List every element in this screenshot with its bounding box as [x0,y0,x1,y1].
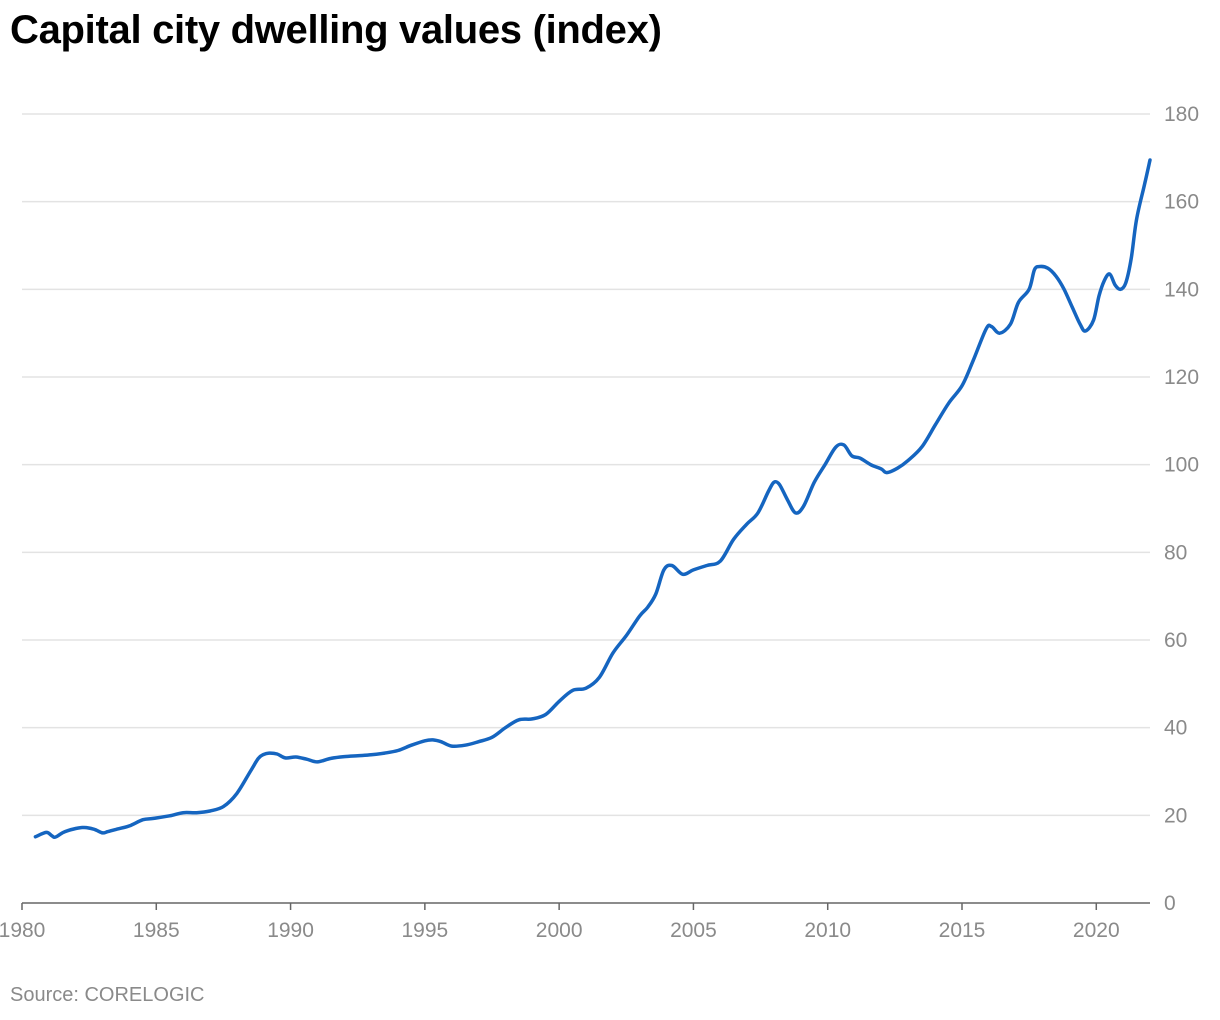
x-axis: 1980 1985 1990 1995 2000 2005 2010 2015 2020 [0,902,1150,942]
x-tick-label-2000: 2000 [536,919,583,942]
x-tick-label-2010: 2010 [804,919,851,942]
y-tick-label-160: 160 [1164,191,1199,214]
x-tick-label-1990: 1990 [267,919,314,942]
y-tick-label-120: 120 [1164,366,1199,389]
series-line-0 [33,158,1152,840]
y-tick-label-40: 40 [1164,717,1187,740]
y-tick-label-0: 0 [1164,892,1176,915]
y-tick-label-180: 180 [1164,103,1199,126]
y-tick-label-80: 80 [1164,541,1187,564]
line-chart: 1980 1985 1990 1995 2000 2005 2010 2015 2020 0 20… [0,103,1199,942]
source-note: Source: CORELOGIC [10,984,205,1006]
y-axis-tick-labels: 0 20 40 60 80 100 120 140 160 180 [1164,103,1199,915]
grid-lines [22,113,1150,817]
y-tick-label-100: 100 [1164,454,1199,477]
y-tick-label-60: 60 [1164,629,1187,652]
x-tick-label-1985: 1985 [133,919,180,942]
x-tick-label-1995: 1995 [401,919,448,942]
series-layer [33,158,1152,840]
chart-title: Capital city dwelling values (index) [10,8,662,52]
x-tick-label-2020: 2020 [1073,919,1120,942]
y-tick-label-140: 140 [1164,278,1199,301]
x-tick-label-2005: 2005 [670,919,717,942]
x-tick-label-2015: 2015 [939,919,986,942]
y-tick-label-20: 20 [1164,804,1187,827]
x-tick-label-1980: 1980 [0,919,45,942]
